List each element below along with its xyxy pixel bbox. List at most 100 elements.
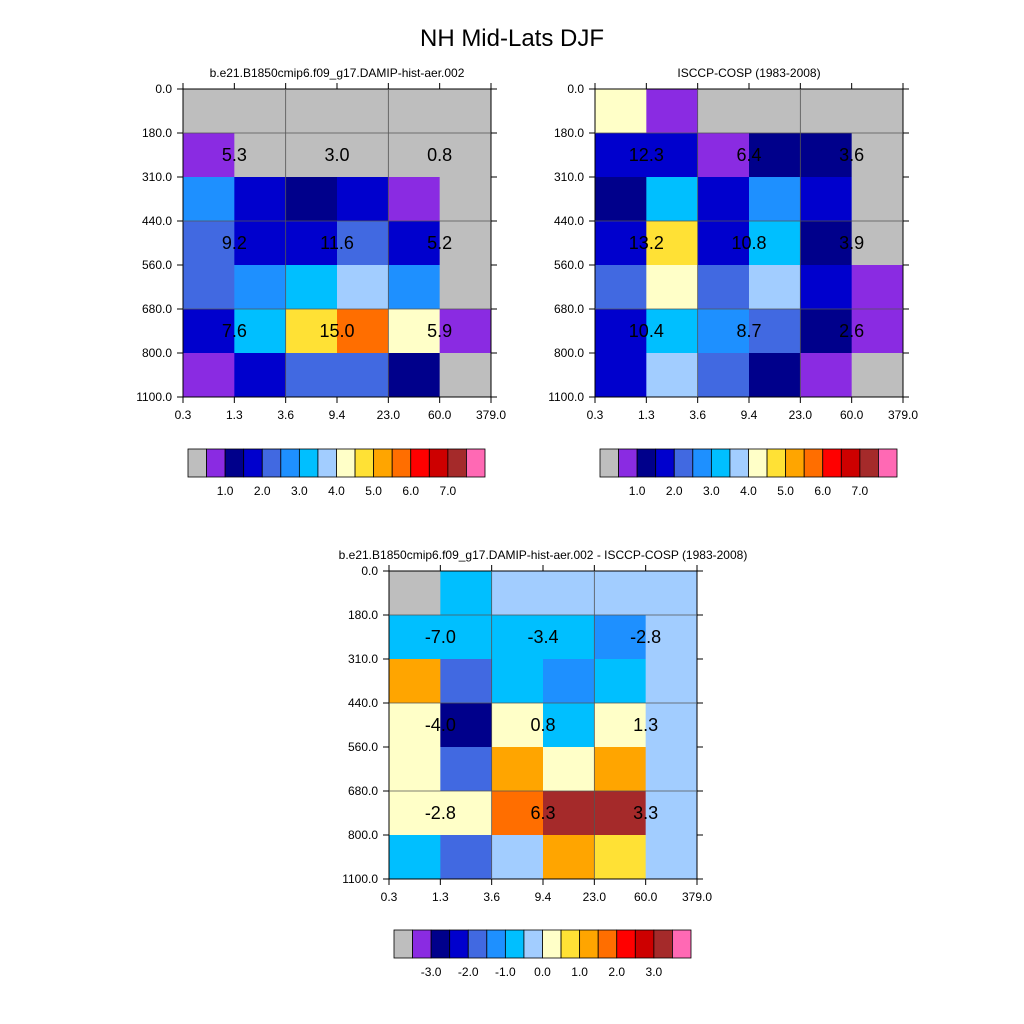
- heatmap-cell: [594, 835, 647, 880]
- heatmap-cell: [183, 221, 235, 266]
- colorbar-swatch: [748, 448, 768, 478]
- y-tick-label: 560.0: [142, 258, 172, 272]
- heatmap-cell: [439, 221, 492, 266]
- heatmap-cell: [440, 659, 493, 704]
- heatmap-cell: [439, 133, 492, 178]
- colorbar-label: 5.0: [777, 484, 794, 498]
- heatmap-cell: [491, 703, 544, 748]
- heatmap-cell: [439, 265, 492, 310]
- colorbar-label: 4.0: [328, 484, 345, 498]
- colorbar-swatch: [673, 448, 694, 478]
- colorbar-label: 6.0: [814, 484, 831, 498]
- box-value-label: 3.3: [633, 803, 658, 823]
- box-value-label: 10.8: [731, 233, 766, 253]
- heatmap-cell: [851, 89, 904, 134]
- colorbar-swatch: [447, 448, 467, 478]
- x-tick-label: 23.0: [789, 408, 813, 422]
- colorbar-label: 3.0: [703, 484, 720, 498]
- heatmap-cell: [183, 265, 235, 310]
- colorbar-swatch: [486, 929, 506, 959]
- box-value-label: 6.3: [530, 803, 555, 823]
- box-value-label: 13.2: [629, 233, 664, 253]
- colorbar-label: 2.0: [254, 484, 271, 498]
- y-tick-label: 560.0: [554, 258, 584, 272]
- heatmap-cell: [595, 89, 647, 134]
- colorbar-swatch: [224, 448, 245, 478]
- box-value-label: 12.3: [629, 145, 664, 165]
- colorbar-swatch: [393, 929, 413, 959]
- x-tick-label: 1.3: [432, 890, 449, 904]
- heatmap-cell: [337, 133, 389, 178]
- y-tick-label: 180.0: [554, 126, 584, 140]
- colorbar-swatch: [785, 448, 805, 478]
- y-tick-label: 1100.0: [342, 872, 378, 886]
- heatmap-cell: [234, 133, 287, 178]
- x-tick-label: 379.0: [682, 890, 712, 904]
- colorbar-swatch: [206, 448, 226, 478]
- colorbar-label: 1.0: [217, 484, 234, 498]
- box-value-label: 1.3: [633, 715, 658, 735]
- heatmap-cell: [800, 353, 853, 398]
- heatmap-cell: [645, 791, 698, 836]
- colorbar-label: 7.0: [852, 484, 869, 498]
- colorbar-label: 6.0: [402, 484, 419, 498]
- heatmap-cell: [749, 89, 801, 134]
- box-value-label: 6.4: [736, 145, 761, 165]
- x-tick-label: 9.4: [741, 408, 758, 422]
- y-tick-label: 1100.0: [136, 390, 172, 404]
- heatmap-cell: [439, 353, 492, 398]
- x-tick-label: 0.3: [381, 890, 398, 904]
- colorbar-swatch: [542, 929, 562, 959]
- heatmap-cell: [440, 615, 493, 660]
- box-value-label: -2.8: [630, 627, 661, 647]
- box-value-label: 5.2: [427, 233, 452, 253]
- heatmap-cell: [851, 309, 904, 354]
- heatmap-cell: [594, 747, 647, 792]
- heatmap-cell: [234, 177, 287, 222]
- x-tick-label: 1.3: [638, 408, 655, 422]
- colorbar-swatch: [599, 448, 619, 478]
- heatmap-cell: [183, 309, 235, 354]
- colorbar-swatch: [766, 448, 787, 478]
- y-tick-label: 680.0: [554, 302, 584, 316]
- colorbar-swatch: [655, 448, 675, 478]
- colorbar-label: 2.0: [666, 484, 683, 498]
- colorbar-label: 7.0: [440, 484, 457, 498]
- y-tick-label: 0.0: [155, 82, 172, 96]
- colorbar-label: 4.0: [740, 484, 757, 498]
- heatmap-cell: [388, 177, 441, 222]
- colorbar-label: 1.0: [629, 484, 646, 498]
- colorbar-swatch: [636, 448, 657, 478]
- heatmap-cell: [645, 703, 698, 748]
- y-tick-label: 180.0: [142, 126, 172, 140]
- y-tick-label: 180.0: [348, 608, 378, 622]
- box-value-label: -4.0: [425, 715, 456, 735]
- panel-observations: ISCCP-COSP (1983-2008) 0.3 1.3 3.6 9.4 23.0 60…: [548, 66, 918, 498]
- heatmap-cell: [183, 177, 235, 222]
- heatmap-cell: [285, 265, 338, 310]
- y-tick-label: 800.0: [348, 828, 378, 842]
- heatmap-cell: [749, 133, 801, 178]
- colorbar-swatch: [729, 448, 749, 478]
- heatmap-cell: [491, 791, 544, 836]
- heatmap-cell: [388, 309, 441, 354]
- colorbar-label: 1.0: [571, 965, 588, 979]
- heatmap-cell: [234, 353, 287, 398]
- heatmap-cell: [388, 221, 441, 266]
- colorbar-swatch: [597, 929, 618, 959]
- heatmap-cell: [543, 571, 595, 616]
- heatmap-cell: [389, 791, 441, 836]
- colorbar-swatch: [298, 448, 319, 478]
- colorbar-swatch: [859, 448, 879, 478]
- y-tick-label: 800.0: [554, 346, 584, 360]
- colorbar-swatch: [560, 929, 581, 959]
- heatmap-cell: [646, 221, 699, 266]
- heatmap-cell: [337, 221, 389, 266]
- x-tick-label: 1.3: [226, 408, 243, 422]
- heatmap-cell: [595, 265, 647, 310]
- heatmap-cell: [183, 353, 235, 398]
- heatmap-cell: [440, 703, 493, 748]
- heatmap-cell: [440, 791, 493, 836]
- heatmap-cell: [389, 747, 441, 792]
